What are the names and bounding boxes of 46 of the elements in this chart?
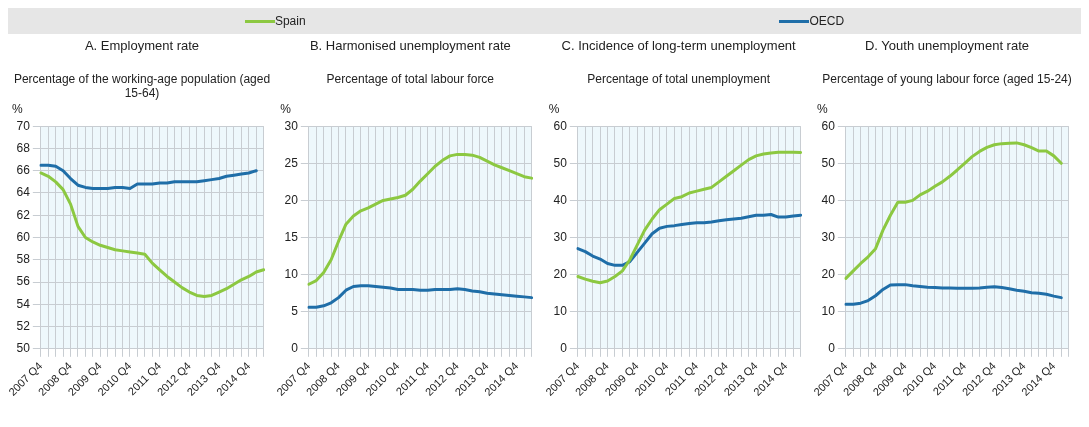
- y-tick-label: 40: [821, 192, 836, 207]
- y-tick-label: 62: [16, 207, 31, 222]
- chart-subtitle: Percentage of the working-age population (aged 15-64): [12, 72, 272, 102]
- y-axis-title: %: [816, 102, 829, 116]
- y-tick-label: 50: [553, 155, 567, 170]
- chart-subtitle: Percentage of total unemployment: [586, 72, 772, 88]
- y-axis-title: %: [279, 102, 292, 116]
- chart-title: A. Employment rate: [83, 38, 201, 55]
- y-tick-label: 54: [16, 296, 31, 311]
- y-tick-label: 15: [284, 229, 299, 244]
- y-tick-label: 68: [16, 140, 31, 155]
- y-tick-label: 20: [553, 266, 567, 281]
- legend-label: OECD: [809, 14, 845, 28]
- y-tick-label: 0: [291, 341, 299, 356]
- y-tick-label: 70: [16, 118, 31, 133]
- y-tick-label: 60: [821, 118, 836, 133]
- y-tick-label: 5: [291, 304, 299, 319]
- y-tick-label: 30: [553, 229, 567, 244]
- chart-title: C. Incidence of long-term unemployment: [560, 38, 797, 55]
- y-tick-label: 58: [16, 252, 31, 267]
- y-tick-label: 20: [821, 266, 836, 281]
- y-tick-label: 66: [16, 163, 31, 178]
- y-tick-label: 60: [16, 229, 31, 244]
- legend-label: Spain: [274, 14, 306, 28]
- y-axis-title: %: [547, 102, 561, 116]
- y-tick-label: 50: [16, 341, 31, 356]
- y-tick-label: 10: [284, 266, 299, 281]
- chart-subtitle: Percentage of young labour force (aged 15-24): [821, 72, 1073, 88]
- y-tick-label: 56: [16, 274, 31, 289]
- y-tick-label: 30: [284, 118, 299, 133]
- y-tick-label: 25: [284, 155, 299, 170]
- chart-title: B. Harmonised unemployment rate: [308, 38, 512, 55]
- y-tick-label: 64: [16, 185, 31, 200]
- y-tick-label: 50: [821, 155, 836, 170]
- y-tick-label: 0: [559, 341, 567, 356]
- y-tick-label: 10: [553, 304, 567, 319]
- y-tick-label: 52: [16, 318, 31, 333]
- y-tick-label: 40: [553, 192, 567, 207]
- y-tick-label: 0: [828, 341, 836, 356]
- y-tick-label: 30: [821, 229, 836, 244]
- y-tick-label: 20: [284, 192, 299, 207]
- y-axis-title: %: [11, 102, 24, 116]
- chart-subtitle: Percentage of total labour force: [325, 72, 496, 88]
- y-tick-label: 60: [553, 118, 567, 133]
- chart-title: D. Youth unemployment rate: [863, 38, 1030, 55]
- y-tick-label: 10: [821, 304, 836, 319]
